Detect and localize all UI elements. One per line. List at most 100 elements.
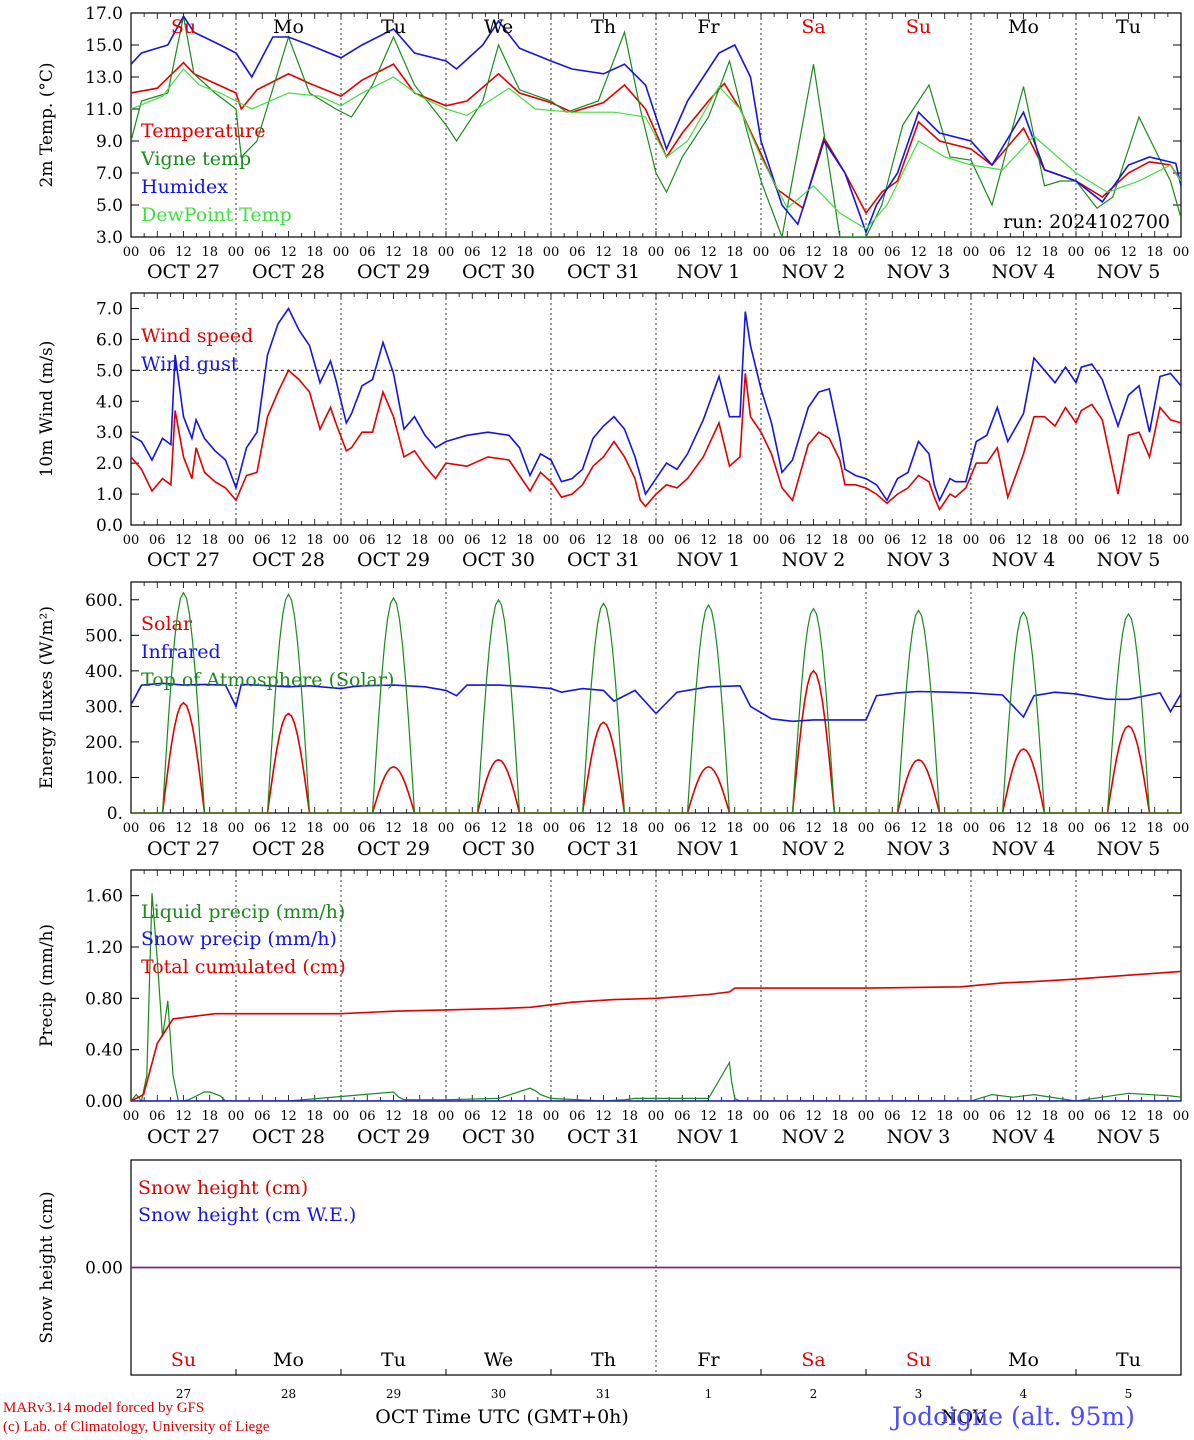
day-number-label: 5 xyxy=(1125,1387,1133,1401)
hour-tick-label: 18 xyxy=(411,821,428,836)
hour-tick-label: 00 xyxy=(333,245,350,260)
hour-tick-label: 00 xyxy=(123,1109,140,1124)
hour-tick-label: 06 xyxy=(674,533,691,548)
hour-tick-label: 18 xyxy=(936,1109,953,1124)
date-label: OCT 29 xyxy=(357,1126,430,1148)
hour-tick-label: 06 xyxy=(569,245,586,260)
hour-tick-label: 18 xyxy=(831,533,848,548)
y-tick-label: 13.0 xyxy=(85,68,123,88)
day-number-label: 30 xyxy=(491,1387,506,1401)
legend-entry: Vigne temp xyxy=(140,148,251,170)
hour-tick-label: 12 xyxy=(700,821,717,836)
hour-tick-label: 00 xyxy=(228,533,245,548)
hour-tick-label: 06 xyxy=(569,1109,586,1124)
hour-tick-label: 00 xyxy=(543,821,560,836)
hour-tick-label: 06 xyxy=(989,245,1006,260)
legend-entry: Snow height (cm W.E.) xyxy=(138,1204,356,1226)
weekday-label: We xyxy=(484,16,513,38)
y-tick-label: 0.00 xyxy=(85,1259,123,1279)
date-label: OCT 27 xyxy=(147,838,220,860)
hour-tick-label: 00 xyxy=(753,533,770,548)
hour-tick-label: 06 xyxy=(884,1109,901,1124)
weekday-label: Tu xyxy=(381,16,406,38)
y-tick-label: 0. xyxy=(107,804,123,824)
weekday-label: Sa xyxy=(801,1349,825,1371)
month-label: OCT xyxy=(375,1406,418,1428)
hour-tick-label: 18 xyxy=(621,1109,638,1124)
hour-tick-label: 12 xyxy=(595,1109,612,1124)
hour-tick-label: 00 xyxy=(333,1109,350,1124)
hour-tick-label: 00 xyxy=(858,245,875,260)
hour-tick-label: 00 xyxy=(333,821,350,836)
hour-tick-label: 00 xyxy=(1173,1109,1190,1124)
y-tick-label: 11.0 xyxy=(85,100,123,120)
hour-tick-label: 12 xyxy=(1120,245,1137,260)
hour-tick-label: 12 xyxy=(385,821,402,836)
y-tick-label: 300. xyxy=(85,697,123,717)
weekday-label: Mo xyxy=(273,1349,304,1371)
day-number-label: 3 xyxy=(915,1387,923,1401)
hour-tick-label: 00 xyxy=(858,1109,875,1124)
legend-entry: Humidex xyxy=(141,176,228,198)
date-label: OCT 28 xyxy=(252,838,325,860)
hour-tick-label: 00 xyxy=(963,1109,980,1124)
y-tick-label: 4.0 xyxy=(96,392,123,412)
hour-tick-label: 12 xyxy=(1015,245,1032,260)
hour-tick-label: 00 xyxy=(438,1109,455,1124)
hour-tick-label: 00 xyxy=(438,821,455,836)
hour-tick-label: 18 xyxy=(726,245,743,260)
hour-tick-label: 06 xyxy=(359,821,376,836)
legend-entry: Temperature xyxy=(141,120,265,142)
hour-tick-label: 06 xyxy=(149,245,166,260)
hour-tick-label: 18 xyxy=(201,533,218,548)
weekday-label: Th xyxy=(591,16,616,38)
hour-tick-label: 06 xyxy=(254,533,271,548)
hour-tick-label: 12 xyxy=(1015,533,1032,548)
weekday-label: Th xyxy=(591,1349,616,1371)
date-label: NOV 5 xyxy=(1097,838,1161,860)
hour-tick-label: 12 xyxy=(595,245,612,260)
date-label: OCT 31 xyxy=(567,549,640,571)
date-label: OCT 27 xyxy=(147,549,220,571)
hour-tick-label: 12 xyxy=(700,533,717,548)
hour-tick-label: 18 xyxy=(411,1109,428,1124)
hour-tick-label: 18 xyxy=(1041,533,1058,548)
hour-tick-label: 06 xyxy=(149,1109,166,1124)
hour-tick-label: 06 xyxy=(464,821,481,836)
y-tick-label: 0.0 xyxy=(96,516,123,536)
hour-tick-label: 18 xyxy=(516,533,533,548)
hour-tick-label: 00 xyxy=(648,533,665,548)
hour-tick-label: 12 xyxy=(1015,821,1032,836)
hour-tick-label: 00 xyxy=(438,533,455,548)
hour-tick-label: 00 xyxy=(543,1109,560,1124)
legend-entry: DewPoint Temp xyxy=(141,204,292,226)
hour-tick-label: 06 xyxy=(674,1109,691,1124)
hour-tick-label: 06 xyxy=(884,245,901,260)
hour-tick-label: 00 xyxy=(648,245,665,260)
hour-tick-label: 06 xyxy=(254,1109,271,1124)
weekday-label: Sa xyxy=(801,16,825,38)
hour-tick-label: 12 xyxy=(1120,533,1137,548)
hour-tick-label: 06 xyxy=(989,1109,1006,1124)
hour-tick-label: 12 xyxy=(910,245,927,260)
weekday-label: Su xyxy=(906,1349,931,1371)
y-axis-label: Precip (mm/h) xyxy=(37,924,57,1047)
hour-tick-label: 12 xyxy=(175,245,192,260)
y-tick-label: 7.0 xyxy=(96,299,123,319)
hour-tick-label: 18 xyxy=(831,245,848,260)
weekday-label: Mo xyxy=(273,16,304,38)
date-label: NOV 2 xyxy=(782,549,846,571)
hour-tick-label: 00 xyxy=(123,245,140,260)
series-line xyxy=(131,306,1181,503)
hour-tick-label: 12 xyxy=(805,1109,822,1124)
date-label: OCT 29 xyxy=(357,549,430,571)
hour-tick-label: 12 xyxy=(1015,1109,1032,1124)
hour-tick-label: 00 xyxy=(543,533,560,548)
hour-tick-label: 18 xyxy=(831,821,848,836)
hour-tick-label: 00 xyxy=(1173,821,1190,836)
date-label: NOV 1 xyxy=(677,1126,741,1148)
hour-tick-label: 06 xyxy=(569,533,586,548)
hour-tick-label: 06 xyxy=(359,1109,376,1124)
y-tick-label: 5.0 xyxy=(96,361,123,381)
